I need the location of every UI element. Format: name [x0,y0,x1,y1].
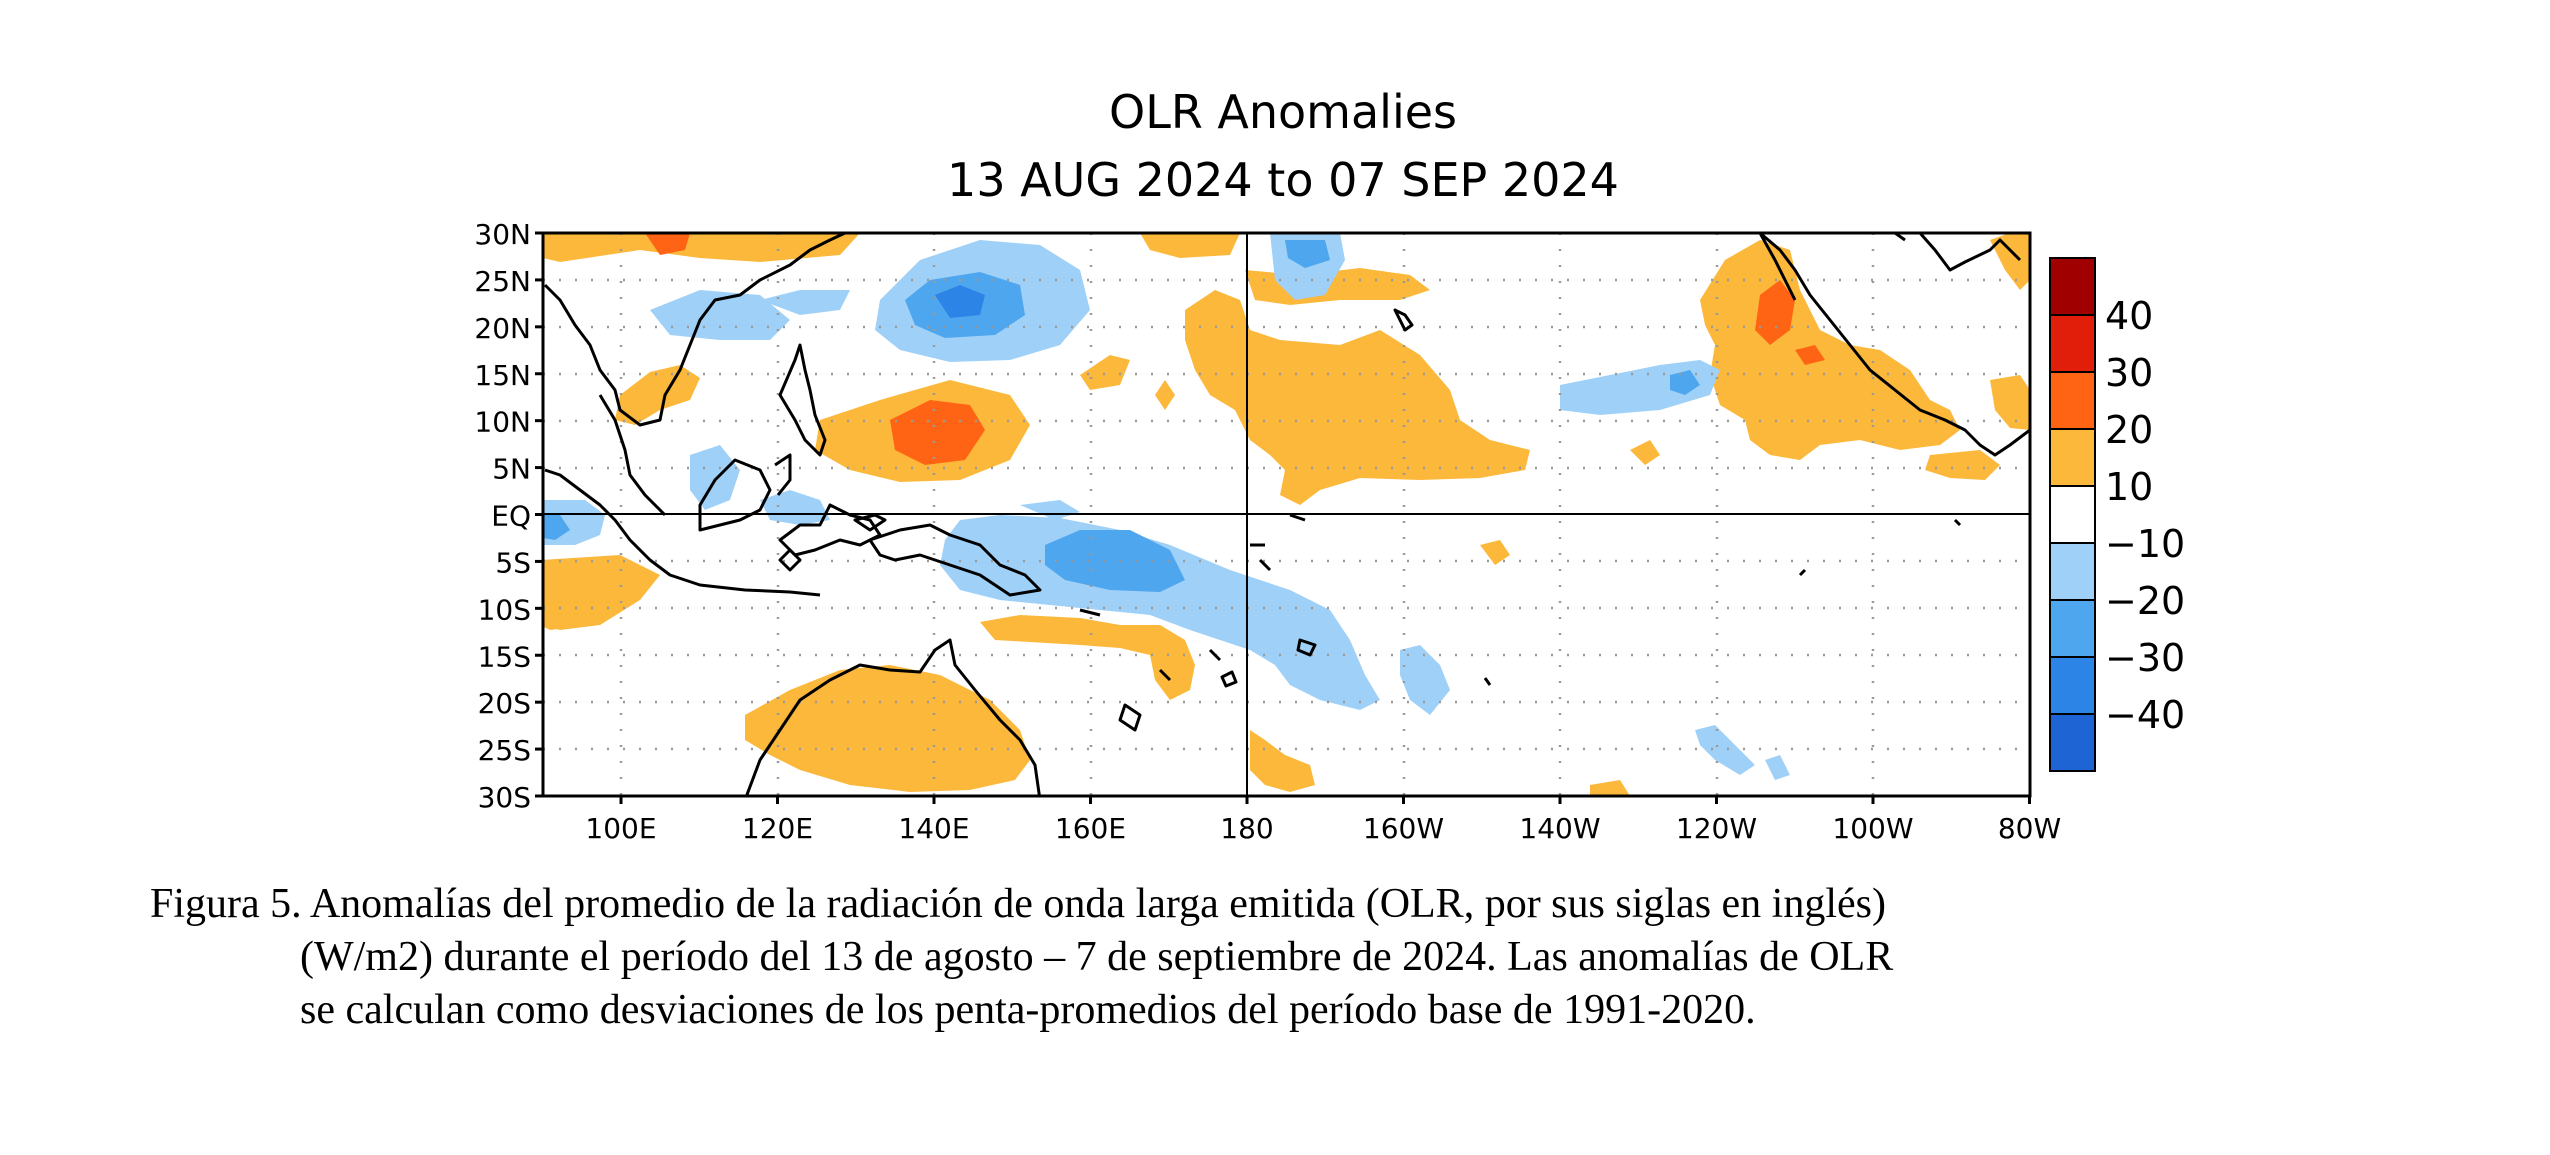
caption-line-2: (W/m2) durante el período del 13 de agos… [300,934,1894,980]
lon-tick-label: 160W [1363,812,1444,845]
lat-tick-label: EQ [491,500,531,533]
map-subtitle: 13 AUG 2024 to 07 SEP 2024 [947,153,1619,207]
longitude-axis: 100E 120E 140E 160E 180 160W 140W 120W 100W 80W [585,796,2061,845]
colorbar-swatch [2049,257,2096,316]
lat-tick-label: 5S [495,546,531,579]
colorbar-label: 20 [2105,408,2153,452]
lat-tick-label: 25N [474,265,531,298]
caption-line-1: Figura 5. Anomalías del promedio de la r… [150,881,1886,927]
colorbar-label: −10 [2105,522,2185,566]
lon-tick-label: 120W [1676,812,1757,845]
colorbar-swatch [2049,542,2096,601]
lat-tick-label: 15S [478,640,531,673]
lat-tick-label: 10N [474,406,531,439]
caption-line-3: se calculan como desviaciones de los pen… [300,987,1756,1033]
colorbar: 40 30 20 10 −10 −20 −30 −40 [2049,257,2185,772]
lat-tick-label: 30S [478,781,531,814]
lon-tick-label: 100W [1832,812,1913,845]
olr-anomaly-figure: OLR Anomalies 13 AUG 2024 to 07 SEP 2024 [474,85,2185,845]
positive-anomaly-areas [543,233,2030,796]
colorbar-label: −20 [2105,579,2185,623]
lon-tick-label: 80W [1998,812,2061,845]
latitude-axis: 30N 25N 20N 15N 10N 5N EQ 5S 10S 15S 20S 25S 30S [474,218,543,814]
lon-tick-label: 180 [1220,812,1273,845]
strong-positive-anomaly-areas [645,233,1825,465]
colorbar-label: 30 [2105,351,2153,395]
lon-tick-label: 140E [898,812,969,845]
figure-caption: Figura 5. Anomalías del promedio de la r… [150,878,2300,1037]
lat-tick-label: 20N [474,312,531,345]
lon-tick-label: 160E [1055,812,1126,845]
lon-tick-label: 100E [585,812,656,845]
colorbar-label: 10 [2105,465,2153,509]
colorbar-swatch [2049,371,2096,430]
lat-tick-label: 10S [478,593,531,626]
lat-tick-label: 30N [474,218,531,251]
colorbar-label: −30 [2105,636,2185,680]
lat-tick-label: 20S [478,687,531,720]
colorbar-swatch [2049,599,2096,658]
colorbar-swatch [2049,656,2096,715]
colorbar-swatch [2049,314,2096,373]
lat-tick-label: 5N [492,453,531,486]
map-plot [541,231,2032,798]
strongest-negative-anomaly-areas [935,285,985,318]
lon-tick-label: 140W [1519,812,1600,845]
colorbar-label: 40 [2105,294,2153,338]
lat-tick-label: 15N [474,359,531,392]
colorbar-label: −40 [2105,693,2185,737]
lon-tick-label: 120E [742,812,813,845]
lat-tick-label: 25S [478,734,531,767]
colorbar-swatch [2049,713,2096,772]
colorbar-swatch [2049,428,2096,487]
map-title: OLR Anomalies [1109,85,1457,139]
colorbar-swatch [2049,485,2096,544]
coastlines [543,233,2030,796]
